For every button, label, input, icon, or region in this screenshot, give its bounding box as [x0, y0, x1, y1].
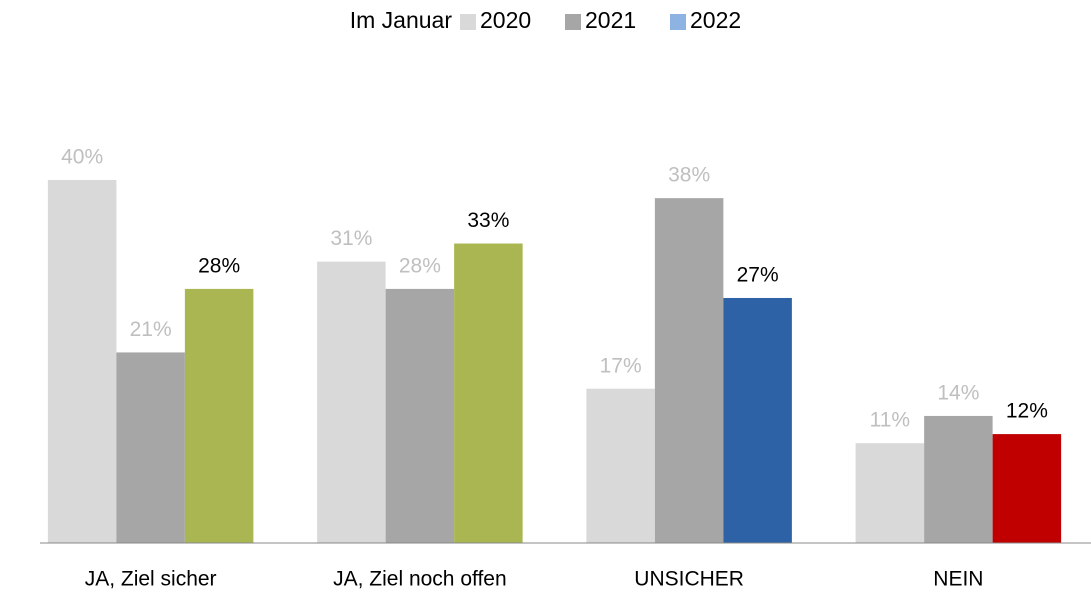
- value-label: 38%: [668, 164, 710, 187]
- x-tick-label: JA, Ziel sicher: [85, 568, 217, 591]
- x-tick-label: NEIN: [933, 568, 983, 591]
- legend-swatch: [565, 14, 581, 30]
- bar: [924, 415, 993, 543]
- value-label: 11%: [870, 409, 910, 432]
- bar: [855, 443, 925, 543]
- legend-swatch: [670, 14, 686, 30]
- bar: [116, 352, 185, 543]
- value-label: 31%: [330, 227, 372, 250]
- value-label: 28%: [198, 254, 240, 277]
- value-label: 17%: [600, 354, 642, 377]
- bar: [184, 288, 254, 543]
- legend-title: Im Januar: [350, 7, 453, 33]
- value-label: 21%: [130, 318, 172, 341]
- value-label: 27%: [737, 264, 779, 287]
- bar: [47, 180, 117, 543]
- legend-label: 2021: [585, 7, 636, 33]
- legend-label: 2020: [480, 7, 531, 33]
- value-label: 14%: [937, 381, 979, 404]
- x-tick-label: UNSICHER: [634, 568, 744, 591]
- legend-swatch: [460, 14, 476, 30]
- bar: [723, 297, 792, 543]
- bar: [586, 388, 655, 543]
- value-label: 12%: [1006, 400, 1048, 423]
- bar: [454, 243, 523, 543]
- bar: [385, 288, 455, 543]
- value-label: 33%: [467, 209, 509, 232]
- bar: [654, 198, 724, 543]
- value-label: 40%: [61, 146, 103, 169]
- legend-label: 2022: [690, 7, 741, 33]
- x-tick-label: JA, Ziel noch offen: [333, 568, 507, 591]
- bar: [992, 434, 1062, 543]
- value-label: 28%: [399, 254, 441, 277]
- bar: [317, 261, 386, 543]
